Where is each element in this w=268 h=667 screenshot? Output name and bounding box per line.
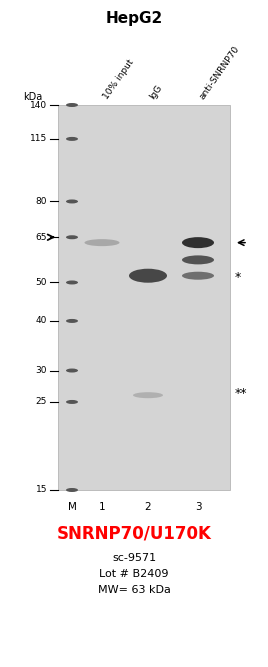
- Text: SNRNP70/U170K: SNRNP70/U170K: [57, 525, 211, 543]
- Ellipse shape: [66, 199, 78, 203]
- Text: 25: 25: [36, 398, 47, 406]
- Text: 1: 1: [99, 502, 105, 512]
- Ellipse shape: [66, 488, 78, 492]
- Ellipse shape: [133, 392, 163, 398]
- Text: 40: 40: [36, 316, 47, 325]
- Bar: [58, 105, 230, 490]
- Text: Lot # B2409: Lot # B2409: [99, 569, 169, 579]
- Text: MW= 63 kDa: MW= 63 kDa: [98, 585, 170, 595]
- Text: 10% input: 10% input: [102, 58, 136, 101]
- Text: 140: 140: [30, 101, 47, 109]
- Text: HepG2: HepG2: [105, 11, 163, 25]
- Text: 3: 3: [195, 502, 201, 512]
- Ellipse shape: [84, 239, 120, 246]
- Ellipse shape: [66, 281, 78, 284]
- Text: IgG: IgG: [148, 83, 164, 101]
- Text: 65: 65: [35, 233, 47, 241]
- Ellipse shape: [66, 369, 78, 373]
- Text: 50: 50: [35, 278, 47, 287]
- Ellipse shape: [66, 235, 78, 239]
- Text: M: M: [68, 502, 76, 512]
- Ellipse shape: [66, 400, 78, 404]
- Text: sc-9571: sc-9571: [112, 553, 156, 563]
- Ellipse shape: [66, 103, 78, 107]
- Ellipse shape: [182, 255, 214, 264]
- Text: 115: 115: [30, 135, 47, 143]
- Text: *: *: [235, 271, 241, 284]
- Ellipse shape: [129, 269, 167, 283]
- Ellipse shape: [182, 271, 214, 279]
- Text: 15: 15: [35, 486, 47, 494]
- Text: anti-SNRNP70: anti-SNRNP70: [198, 44, 241, 101]
- Text: **: **: [235, 387, 248, 400]
- Ellipse shape: [66, 319, 78, 323]
- Ellipse shape: [66, 137, 78, 141]
- Text: kDa: kDa: [23, 92, 43, 102]
- Text: 80: 80: [35, 197, 47, 206]
- Text: 2: 2: [145, 502, 151, 512]
- Text: 30: 30: [35, 366, 47, 375]
- Ellipse shape: [182, 237, 214, 248]
